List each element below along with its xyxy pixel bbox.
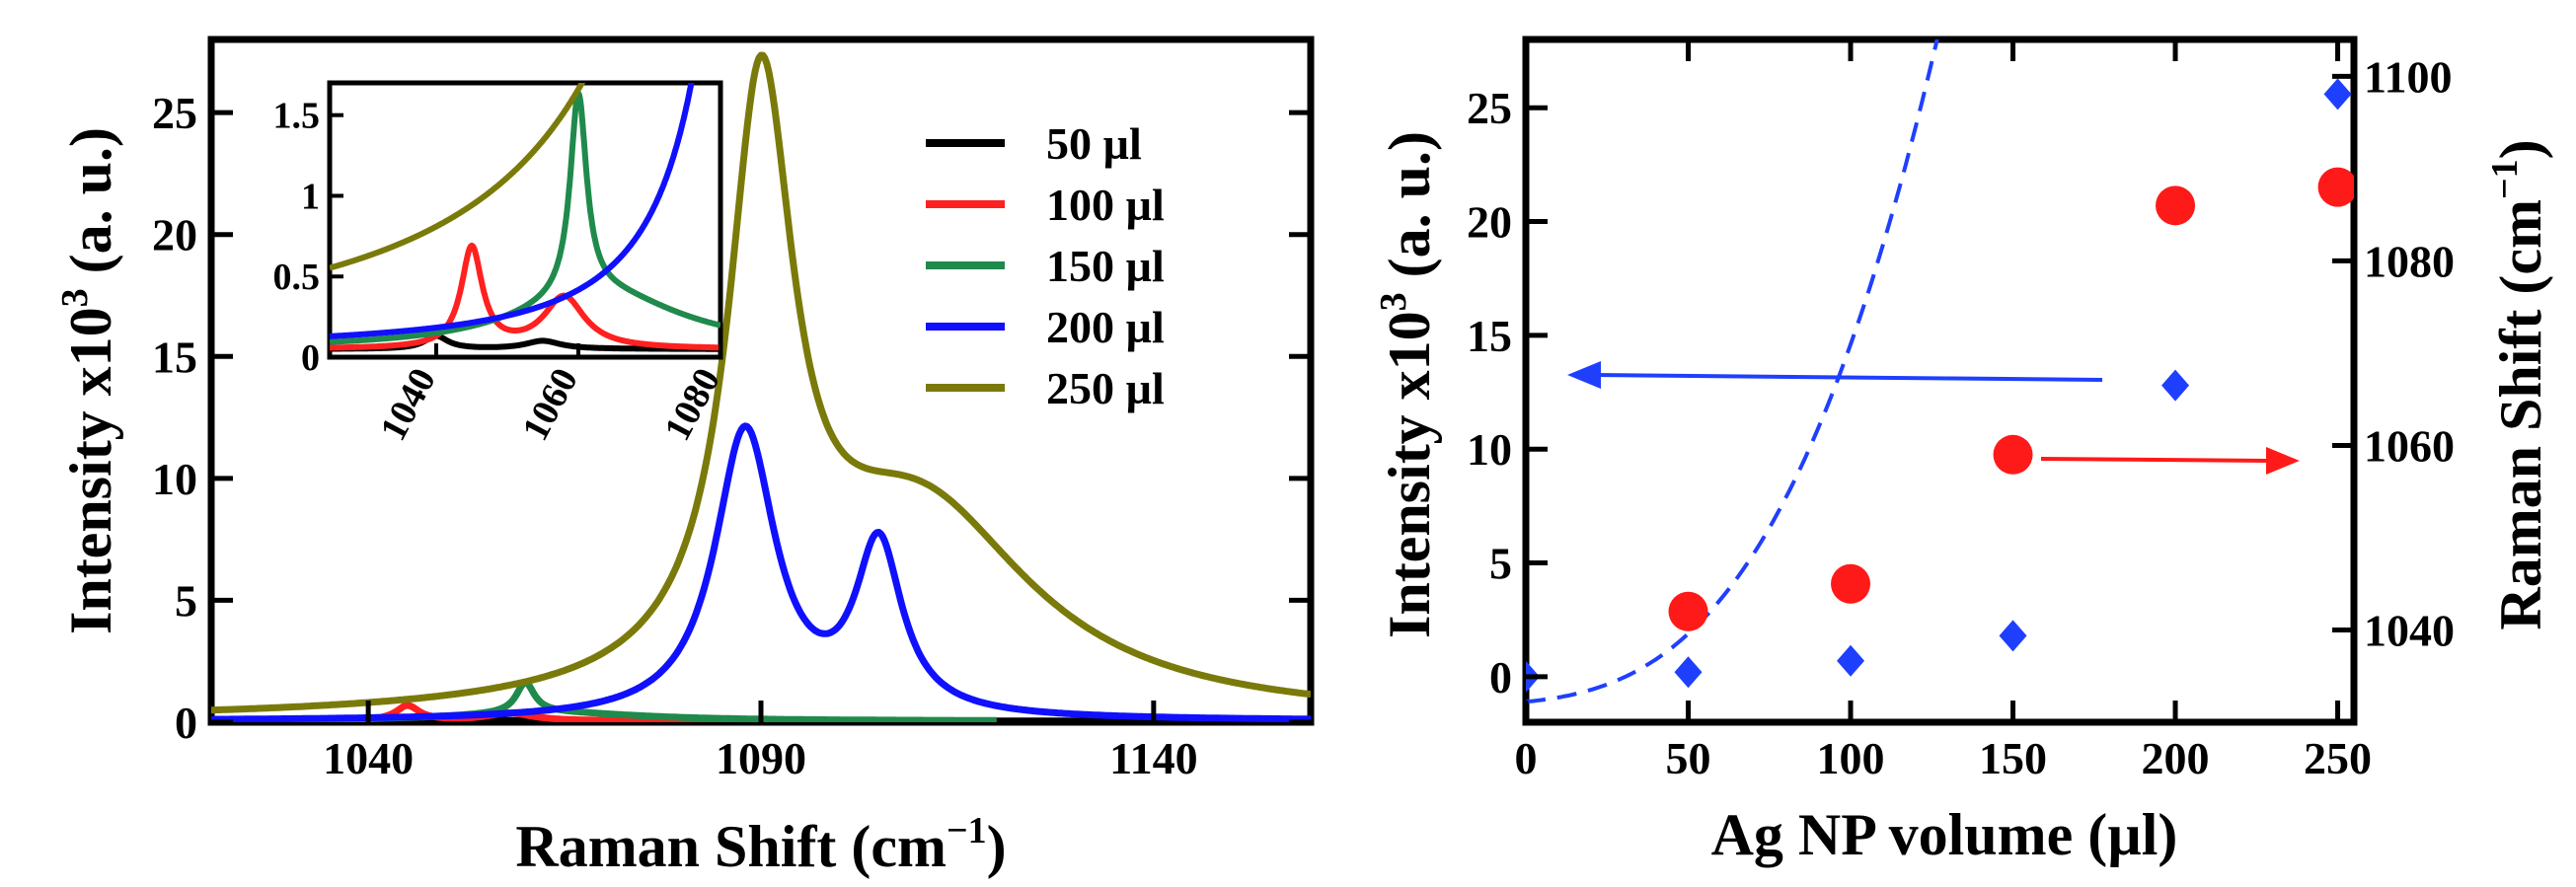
intensity-point-100	[1837, 644, 1865, 677]
right-plot-frame	[1522, 36, 2358, 726]
y-tick-label-5: 5	[175, 575, 197, 626]
r-x-tick-label-50: 50	[1666, 733, 1711, 783]
y-tick-label-20: 20	[152, 210, 197, 260]
left-y-axis-title: Intensity x103 (a. u.)	[54, 127, 123, 634]
y-tick-label-0: 0	[175, 698, 197, 748]
inset-series-line-2	[330, 242, 720, 351]
legend-label-5: 250 µl	[1046, 363, 1165, 413]
right-x-axis-title: Ag NP volume (µl)	[1711, 802, 2178, 867]
inset-y-tick-label-0: 0	[301, 337, 320, 379]
r-x-tick-label-100: 100	[1817, 733, 1885, 783]
x-tick-label-1140: 1140	[1109, 733, 1197, 783]
legend-label-3: 150 µl	[1046, 241, 1165, 291]
r-yl-tick-label-10: 10	[1467, 424, 1512, 475]
arrow-left-head	[1567, 361, 1601, 389]
fit-curve	[1526, 39, 1939, 704]
right-arrows	[1567, 361, 2300, 475]
x-tick-label-1040: 1040	[323, 733, 414, 783]
raman-point-250	[2317, 167, 2354, 207]
intensity-point-150	[1999, 620, 2027, 652]
right-right-y-axis-title: Raman Shift (cm−1)	[2484, 139, 2553, 629]
inset-series-line-5	[330, 83, 586, 271]
inset-series-line-3	[330, 90, 720, 345]
arrow-left-line	[1593, 373, 2103, 382]
inset-y-tick-label-1: 0.5	[273, 257, 321, 298]
inset-series-group	[330, 83, 720, 352]
inset-series-line-4	[330, 83, 695, 339]
series-line-4	[211, 422, 1311, 722]
right-chart: 0 50 100 150 200 250 0 5 10 15 20 25 1040 1060 1080 110…	[1373, 36, 2553, 867]
r-yl-tick-label-25: 25	[1467, 83, 1512, 133]
left-series-group	[211, 51, 1311, 722]
intensity-point-50	[1674, 656, 1703, 689]
y-tick-label-10: 10	[152, 454, 197, 504]
raman-point-200	[2156, 185, 2196, 226]
r-yr-tick-label-1040: 1040	[2364, 605, 2455, 655]
r-x-tick-label-200: 200	[2142, 733, 2210, 783]
r-yl-tick-label-20: 20	[1467, 197, 1512, 248]
inset-x-tick-label-1060: 1060	[514, 362, 586, 448]
r-yl-tick-label-15: 15	[1467, 311, 1512, 361]
r-yr-tick-label-1060: 1060	[2364, 420, 2455, 471]
intensity-point-250	[2323, 78, 2352, 111]
raman-point-50	[1668, 591, 1708, 631]
raman-point-150	[1993, 434, 2033, 475]
inset-frame	[327, 80, 723, 360]
r-x-tick-label-250: 250	[2304, 733, 2372, 783]
left-x-axis-title: Raman Shift (cm−1)	[515, 810, 1006, 879]
legend-label-2: 100 µl	[1046, 180, 1165, 230]
x-tick-label-1090: 1090	[716, 733, 806, 783]
arrow-right-head	[2266, 447, 2300, 475]
right-ticks: 0 50 100 150 200 250 0 5 10 15 20 25 1040 1060 1080 110…	[1467, 39, 2455, 783]
r-yl-tick-label-0: 0	[1489, 652, 1512, 702]
r-x-tick-label-0: 0	[1515, 733, 1538, 783]
y-tick-label-25: 25	[152, 88, 197, 138]
intensity-point-200	[2161, 369, 2190, 402]
series-line-5	[211, 51, 1311, 714]
arrow-right-line	[2040, 457, 2271, 463]
right-left-y-axis-title: Intensity x103 (a. u.)	[1373, 131, 1442, 638]
right-series-group	[1526, 39, 2354, 704]
inset-y-tick-label-3: 1.5	[273, 96, 321, 137]
r-yr-tick-label-1080: 1080	[2364, 236, 2455, 286]
raman-point-100	[1831, 563, 1871, 604]
legend-label-4: 200 µl	[1046, 302, 1165, 352]
y-tick-label-15: 15	[152, 332, 197, 382]
inset-x-tick-label-1040: 1040	[372, 362, 444, 448]
r-x-tick-label-150: 150	[1979, 733, 2047, 783]
legend-label-1: 50 µl	[1046, 118, 1142, 169]
inset-y-tick-label-2: 1	[301, 176, 320, 217]
r-yr-tick-label-1100: 1100	[2364, 51, 2452, 102]
legend: 50 µl 100 µl 150 µl 200 µl 250 µl	[926, 118, 1165, 413]
r-yl-tick-label-5: 5	[1489, 539, 1512, 589]
